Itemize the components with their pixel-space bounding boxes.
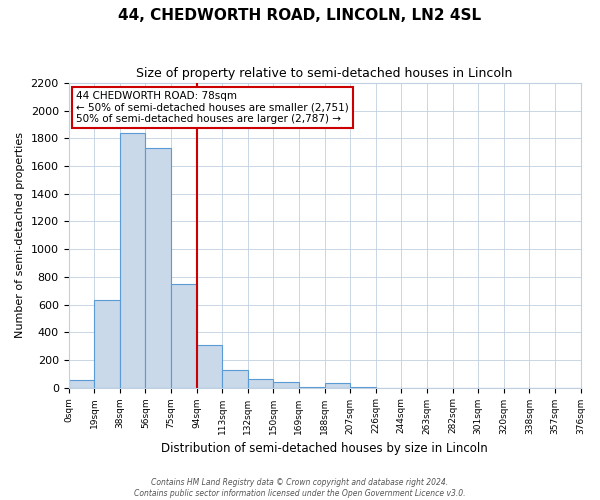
- Bar: [274, 382, 299, 388]
- Bar: [299, 387, 325, 388]
- Bar: [171, 284, 197, 388]
- Bar: [248, 378, 274, 388]
- Bar: [120, 133, 145, 388]
- X-axis label: Distribution of semi-detached houses by size in Lincoln: Distribution of semi-detached houses by …: [161, 442, 488, 455]
- Y-axis label: Number of semi-detached properties: Number of semi-detached properties: [15, 132, 25, 338]
- Text: Contains HM Land Registry data © Crown copyright and database right 2024.
Contai: Contains HM Land Registry data © Crown c…: [134, 478, 466, 498]
- Title: Size of property relative to semi-detached houses in Lincoln: Size of property relative to semi-detach…: [136, 68, 513, 80]
- Text: 44, CHEDWORTH ROAD, LINCOLN, LN2 4SL: 44, CHEDWORTH ROAD, LINCOLN, LN2 4SL: [118, 8, 482, 22]
- Bar: [222, 370, 248, 388]
- Bar: [145, 148, 171, 388]
- Bar: [197, 346, 222, 388]
- Bar: [350, 387, 376, 388]
- Bar: [68, 380, 94, 388]
- Bar: [94, 300, 120, 388]
- Text: 44 CHEDWORTH ROAD: 78sqm
← 50% of semi-detached houses are smaller (2,751)
50% o: 44 CHEDWORTH ROAD: 78sqm ← 50% of semi-d…: [76, 90, 349, 124]
- Bar: [325, 382, 350, 388]
